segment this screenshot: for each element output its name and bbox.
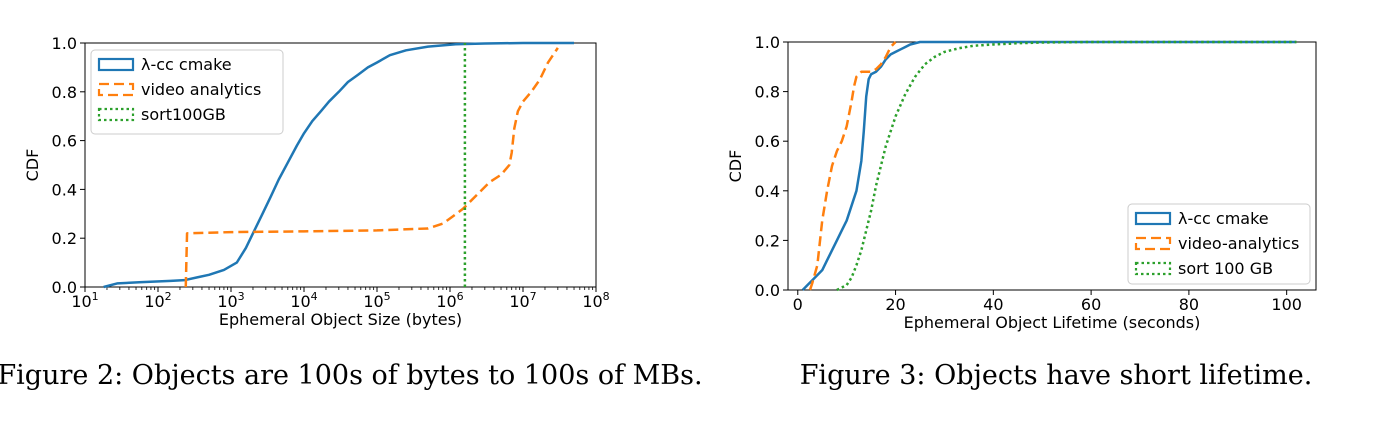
legend-box — [90, 49, 284, 135]
chart-1: 101 102 103 104 105 106 107 1080.00.20.40.60.81… — [23, 34, 610, 329]
legend-box — [1127, 203, 1311, 285]
legend-label-2: video analytics — [141, 80, 261, 99]
x-tick-base: 10 — [363, 292, 383, 311]
x-tick-label: 104 — [290, 290, 317, 311]
y-axis-label: CDF — [23, 149, 42, 182]
y-tick-label: 1.0 — [755, 33, 780, 52]
series-line-2 — [808, 41, 897, 291]
series-line-2 — [184, 47, 559, 288]
x-axis-label: Ephemeral Object Size (bytes) — [219, 310, 462, 329]
x-tick-base: 10 — [509, 292, 529, 311]
legend-swatch-2 — [1134, 236, 1172, 251]
x-tick-base: 10 — [436, 292, 456, 311]
chart-2: 0 20 40 60 80 100 0.0 0.2 0.4 0.6 0.8 1.0 Ephemeral … — [726, 33, 1317, 332]
y-tick-label: 0.4 — [52, 180, 77, 199]
x-tick-base: 10 — [71, 292, 91, 311]
legend-swatch-1 — [1134, 211, 1172, 226]
x-tick-exponent: 3 — [238, 290, 245, 303]
y-tick-label: 0.0 — [755, 281, 780, 300]
plot-frame — [84, 42, 597, 288]
legend-label-3: sort100GB — [141, 105, 226, 124]
y-tick-label: 0.2 — [755, 231, 780, 250]
x-tick-exponent: 6 — [457, 290, 464, 303]
y-tick-label: 0.8 — [755, 83, 780, 102]
x-tick-label: 101 — [71, 290, 98, 311]
x-tick-label: 100 — [1271, 295, 1302, 314]
x-tick-exponent: 8 — [603, 290, 610, 303]
x-tick-label: 105 — [363, 290, 390, 311]
x-tick-label: 60 — [1081, 295, 1101, 314]
series-line-1 — [801, 40, 1297, 291]
x-tick-base: 10 — [217, 292, 237, 311]
x-tick-label: 108 — [582, 290, 609, 311]
x-tick-label: 40 — [983, 295, 1003, 314]
x-tick-base: 10 — [582, 292, 602, 311]
legend-label-2: video-analytics — [1178, 234, 1299, 253]
x-tick-label: 20 — [885, 295, 905, 314]
x-tick-exponent: 2 — [165, 290, 172, 303]
y-axis-label: CDF — [726, 150, 745, 183]
x-tick-exponent: 5 — [384, 290, 391, 303]
x-tick-base: 10 — [290, 292, 310, 311]
legend-label-1: λ-cc cmake — [1178, 209, 1269, 228]
y-tick-label: 0.6 — [755, 132, 780, 151]
x-tick-label: 103 — [217, 290, 244, 311]
legend-swatch-1 — [97, 57, 135, 72]
x-tick-exponent: 1 — [92, 290, 99, 303]
y-tick-label: 0.6 — [52, 132, 77, 151]
legend-swatch-3 — [1134, 261, 1172, 276]
y-tick-label: 0.2 — [52, 229, 77, 248]
legend-label-1: λ-cc cmake — [141, 55, 232, 74]
x-axis-label: Ephemeral Object Lifetime (seconds) — [904, 313, 1201, 332]
figure-caption-1: Figure 2: Objects are 100s of bytes to 1… — [0, 360, 703, 391]
x-tick-label: 80 — [1179, 295, 1199, 314]
y-tick-label: 0.0 — [52, 278, 77, 297]
x-tick-label: 107 — [509, 290, 536, 311]
figure-caption-2: Figure 3: Objects have short lifetime. — [800, 360, 1313, 391]
series-line-3 — [836, 40, 1297, 292]
series-line-1 — [103, 41, 575, 289]
y-tick-label: 0.4 — [755, 182, 780, 201]
x-tick-exponent: 7 — [530, 290, 537, 303]
x-tick-label: 0 — [793, 295, 803, 314]
x-tick-base: 10 — [144, 292, 164, 311]
legend-swatch-3 — [97, 107, 135, 122]
x-tick-label: 106 — [436, 290, 463, 311]
legend-swatch-2 — [97, 82, 135, 97]
x-tick-label: 102 — [144, 290, 171, 311]
legend-label-3: sort 100 GB — [1178, 259, 1273, 278]
y-tick-label: 0.8 — [52, 83, 77, 102]
y-tick-label: 1.0 — [52, 34, 77, 53]
x-tick-exponent: 4 — [311, 290, 318, 303]
